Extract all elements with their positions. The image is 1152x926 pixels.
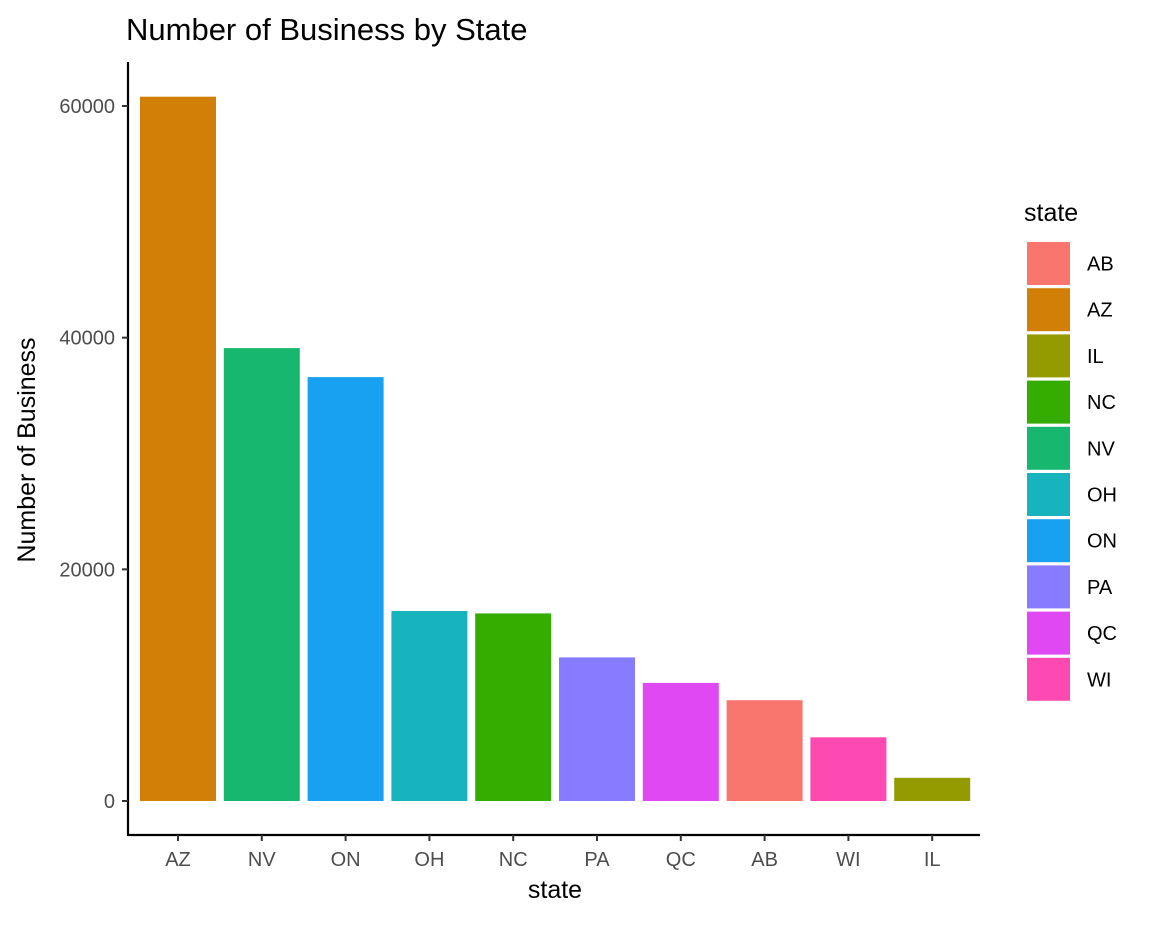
x-tick-label-az: AZ	[165, 849, 191, 871]
x-tick-label-wi: WI	[836, 849, 860, 871]
bar-qc	[642, 682, 719, 801]
bar-on	[307, 377, 384, 801]
legend-label-qc: QC	[1087, 623, 1117, 645]
x-tick-label-il: IL	[924, 849, 941, 871]
legend-key-nv	[1027, 426, 1070, 470]
legend-label-il: IL	[1087, 346, 1104, 368]
legend-key-pa	[1027, 565, 1070, 609]
chart-title: Number of Business by State	[126, 12, 527, 47]
bar-pa	[559, 657, 635, 801]
x-tick-label-nc: NC	[499, 849, 528, 871]
y-tick-label: 40000	[59, 328, 115, 350]
bar-az	[140, 96, 216, 801]
legend-key-on	[1027, 519, 1070, 563]
y-axis: 0 20000 40000 60000	[59, 62, 130, 835]
bar-ab	[726, 700, 803, 801]
legend-title: state	[1024, 199, 1078, 227]
y-tick-label: 60000	[59, 96, 115, 118]
bar-wi	[810, 737, 887, 801]
x-tick-label-qc: QC	[666, 849, 696, 871]
legend-key-il	[1027, 334, 1070, 378]
legend-key-oh	[1027, 473, 1070, 516]
legend-label-pa: PA	[1087, 577, 1113, 599]
bars-layer	[140, 96, 971, 801]
legend: state AB AZ IL NC NV OH ON PA QC WI	[1024, 199, 1117, 701]
x-tick-label-ab: AB	[751, 849, 778, 871]
y-axis-title: Number of Business	[13, 337, 41, 562]
legend-label-nc: NC	[1087, 392, 1116, 414]
legend-key-ab	[1027, 242, 1070, 285]
legend-key-nc	[1027, 380, 1070, 424]
legend-key-wi	[1027, 657, 1070, 701]
legend-key-az	[1027, 288, 1070, 332]
x-tick-label-nv: NV	[248, 849, 276, 871]
y-tick-label: 20000	[59, 559, 115, 581]
legend-label-az: AZ	[1087, 300, 1113, 322]
legend-label-nv: NV	[1087, 438, 1115, 460]
legend-label-oh: OH	[1087, 485, 1117, 507]
x-axis-title: state	[528, 876, 582, 904]
x-tick-label-oh: OH	[414, 849, 444, 871]
legend-label-on: ON	[1087, 531, 1117, 553]
x-tick-label-on: ON	[331, 849, 361, 871]
legend-label-wi: WI	[1087, 669, 1111, 691]
bar-oh	[391, 611, 468, 801]
x-tick-label-pa: PA	[584, 849, 610, 871]
bar-il	[894, 777, 971, 801]
bar-nv	[223, 348, 300, 801]
x-axis: AZ NV ON OH NC PA QC AB WI IL	[127, 833, 980, 871]
bar-nc	[475, 613, 552, 801]
legend-key-qc	[1027, 611, 1070, 655]
y-tick-label: 0	[104, 791, 115, 813]
legend-label-ab: AB	[1087, 254, 1114, 276]
